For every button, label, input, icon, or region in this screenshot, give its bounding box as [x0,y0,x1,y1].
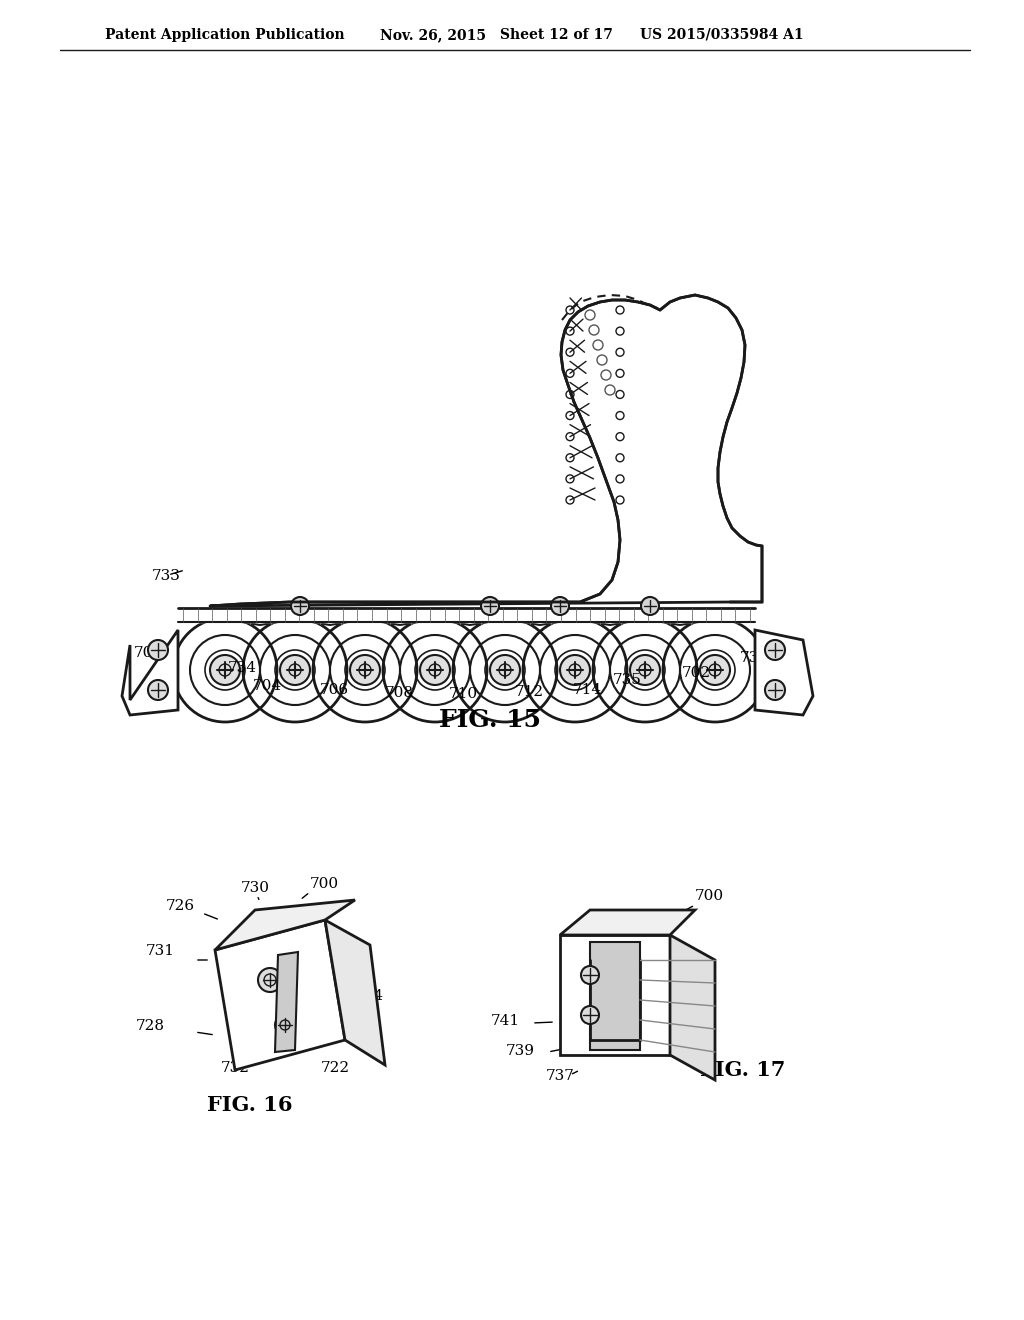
Circle shape [630,655,660,685]
Text: 741: 741 [490,1014,520,1028]
Text: FIG. 17: FIG. 17 [700,1060,785,1080]
Text: Sheet 12 of 17: Sheet 12 of 17 [500,28,613,42]
Text: 739: 739 [506,1044,535,1059]
Text: Nov. 26, 2015: Nov. 26, 2015 [380,28,486,42]
Text: FIG. 16: FIG. 16 [207,1096,293,1115]
Circle shape [581,966,599,983]
Polygon shape [755,630,813,715]
Circle shape [700,655,730,685]
Circle shape [148,680,168,700]
Text: 724: 724 [355,989,384,1003]
Circle shape [560,655,590,685]
Text: 735: 735 [613,673,642,686]
Text: 733: 733 [152,569,181,583]
Text: FIG. 15: FIG. 15 [439,708,541,733]
Circle shape [481,597,499,615]
Text: 704: 704 [253,678,283,693]
Polygon shape [275,952,298,1052]
Text: 728: 728 [136,1019,165,1034]
Circle shape [350,655,380,685]
Text: 702: 702 [682,667,711,680]
Text: 714: 714 [573,682,602,697]
Text: 712: 712 [515,685,544,700]
Text: Patent Application Publication: Patent Application Publication [105,28,345,42]
Circle shape [641,597,659,615]
Polygon shape [560,935,670,1055]
Circle shape [490,655,520,685]
Text: 722: 722 [321,1061,349,1074]
Polygon shape [357,612,443,624]
Polygon shape [637,612,723,624]
Circle shape [148,640,168,660]
Text: 710: 710 [449,686,478,701]
Text: 726: 726 [166,899,195,913]
Polygon shape [122,630,178,715]
Text: 736: 736 [740,651,769,665]
Circle shape [765,640,785,660]
Polygon shape [210,294,762,606]
Polygon shape [325,920,385,1065]
Text: 731: 731 [146,944,175,958]
Text: 708: 708 [385,686,414,700]
Text: 732: 732 [220,1061,250,1074]
Polygon shape [215,900,355,950]
Polygon shape [427,612,513,624]
Circle shape [275,1015,295,1035]
Polygon shape [590,942,640,1049]
Polygon shape [560,909,695,935]
Text: 730: 730 [241,880,269,895]
Text: 737: 737 [546,1069,574,1082]
Circle shape [291,597,309,615]
Circle shape [420,655,450,685]
Polygon shape [670,935,715,1080]
Circle shape [258,968,282,993]
Text: 706: 706 [319,682,349,697]
Text: 700: 700 [695,888,724,903]
Polygon shape [287,612,373,624]
Circle shape [551,597,569,615]
Text: 700: 700 [134,645,163,660]
Circle shape [765,680,785,700]
Text: US 2015/0335984 A1: US 2015/0335984 A1 [640,28,804,42]
Polygon shape [567,612,653,624]
Circle shape [210,655,240,685]
Text: 734: 734 [228,661,257,675]
Polygon shape [217,612,303,624]
Circle shape [581,1006,599,1024]
Polygon shape [497,612,583,624]
Text: 700: 700 [310,876,339,891]
Circle shape [280,655,310,685]
Polygon shape [215,920,345,1071]
